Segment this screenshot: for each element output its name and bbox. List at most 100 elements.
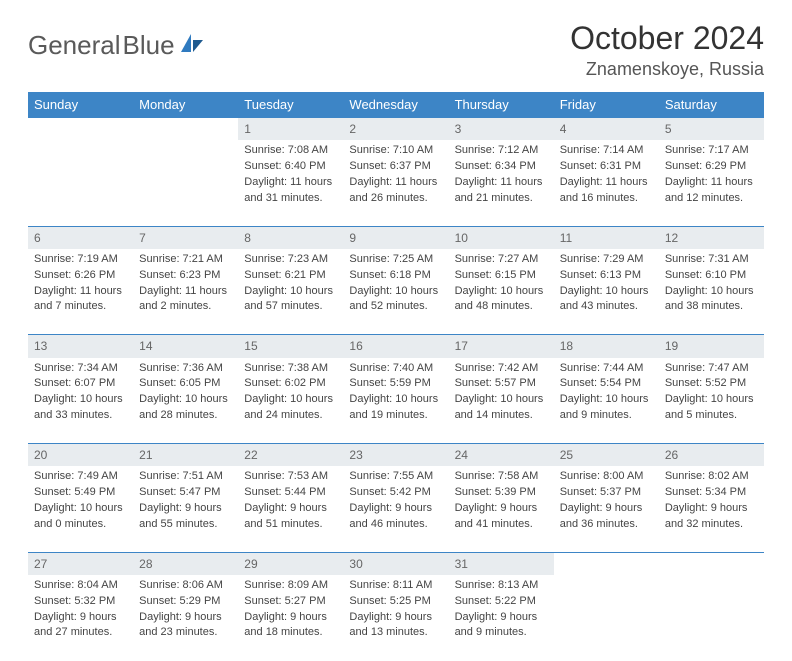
daylight-text: and 21 minutes. (455, 191, 548, 206)
day-cell: Sunrise: 7:14 AMSunset: 6:31 PMDaylight:… (554, 140, 659, 226)
day-number: 7 (133, 226, 238, 249)
daylight-text: and 52 minutes. (349, 299, 442, 314)
sunset-text: Sunset: 6:21 PM (244, 268, 337, 283)
day-cell: Sunrise: 7:55 AMSunset: 5:42 PMDaylight:… (343, 466, 448, 552)
sunset-text: Sunset: 6:05 PM (139, 376, 232, 391)
sunset-text: Sunset: 5:25 PM (349, 594, 442, 609)
day-cell: Sunrise: 8:11 AMSunset: 5:25 PMDaylight:… (343, 575, 448, 661)
calendar-table: Sunday Monday Tuesday Wednesday Thursday… (28, 92, 764, 661)
sunset-text: Sunset: 5:54 PM (560, 376, 653, 391)
day-cell: Sunrise: 7:27 AMSunset: 6:15 PMDaylight:… (449, 249, 554, 335)
day-number: 1 (238, 118, 343, 141)
day-number: 6 (28, 226, 133, 249)
sunrise-text: Sunrise: 8:06 AM (139, 578, 232, 593)
week-body-row: Sunrise: 7:34 AMSunset: 6:07 PMDaylight:… (28, 358, 764, 444)
sunrise-text: Sunrise: 7:47 AM (665, 361, 758, 376)
location-subtitle: Znamenskoye, Russia (570, 59, 764, 80)
day-cell: Sunrise: 7:19 AMSunset: 6:26 PMDaylight:… (28, 249, 133, 335)
daylight-text: Daylight: 10 hours (34, 501, 127, 516)
day-number: 8 (238, 226, 343, 249)
sunrise-text: Sunrise: 7:53 AM (244, 469, 337, 484)
daylight-text: and 46 minutes. (349, 517, 442, 532)
day-number: 16 (343, 335, 448, 358)
sunrise-text: Sunrise: 7:25 AM (349, 252, 442, 267)
daylight-text: Daylight: 10 hours (244, 392, 337, 407)
sunset-text: Sunset: 6:18 PM (349, 268, 442, 283)
day-cell: Sunrise: 7:40 AMSunset: 5:59 PMDaylight:… (343, 358, 448, 444)
sunrise-text: Sunrise: 7:14 AM (560, 143, 653, 158)
sunset-text: Sunset: 5:37 PM (560, 485, 653, 500)
day-header: Sunday (28, 92, 133, 118)
daylight-text: Daylight: 11 hours (665, 175, 758, 190)
sunset-text: Sunset: 6:26 PM (34, 268, 127, 283)
day-header: Saturday (659, 92, 764, 118)
day-cell: Sunrise: 8:00 AMSunset: 5:37 PMDaylight:… (554, 466, 659, 552)
sunset-text: Sunset: 6:02 PM (244, 376, 337, 391)
day-header: Wednesday (343, 92, 448, 118)
week-daynum-row: 12345 (28, 118, 764, 141)
daylight-text: Daylight: 9 hours (244, 501, 337, 516)
week-body-row: Sunrise: 7:08 AMSunset: 6:40 PMDaylight:… (28, 140, 764, 226)
daylight-text: and 13 minutes. (349, 625, 442, 640)
day-cell: Sunrise: 7:49 AMSunset: 5:49 PMDaylight:… (28, 466, 133, 552)
sunrise-text: Sunrise: 7:21 AM (139, 252, 232, 267)
day-cell: Sunrise: 7:10 AMSunset: 6:37 PMDaylight:… (343, 140, 448, 226)
sunrise-text: Sunrise: 7:40 AM (349, 361, 442, 376)
sunrise-text: Sunrise: 7:36 AM (139, 361, 232, 376)
sunrise-text: Sunrise: 7:12 AM (455, 143, 548, 158)
sunset-text: Sunset: 6:34 PM (455, 159, 548, 174)
sunrise-text: Sunrise: 7:38 AM (244, 361, 337, 376)
day-cell: Sunrise: 8:04 AMSunset: 5:32 PMDaylight:… (28, 575, 133, 661)
day-header: Friday (554, 92, 659, 118)
daylight-text: Daylight: 10 hours (139, 392, 232, 407)
daylight-text: and 9 minutes. (560, 408, 653, 423)
sunrise-text: Sunrise: 8:11 AM (349, 578, 442, 593)
daylight-text: and 5 minutes. (665, 408, 758, 423)
day-cell: Sunrise: 7:23 AMSunset: 6:21 PMDaylight:… (238, 249, 343, 335)
sunset-text: Sunset: 6:13 PM (560, 268, 653, 283)
title-block: October 2024 Znamenskoye, Russia (570, 20, 764, 80)
daylight-text: Daylight: 9 hours (455, 501, 548, 516)
daylight-text: and 0 minutes. (34, 517, 127, 532)
day-number (28, 118, 133, 141)
daylight-text: and 14 minutes. (455, 408, 548, 423)
sunrise-text: Sunrise: 8:02 AM (665, 469, 758, 484)
daylight-text: and 32 minutes. (665, 517, 758, 532)
daylight-text: Daylight: 11 hours (139, 284, 232, 299)
daylight-text: and 31 minutes. (244, 191, 337, 206)
daylight-text: and 18 minutes. (244, 625, 337, 640)
daylight-text: Daylight: 10 hours (560, 392, 653, 407)
day-number: 12 (659, 226, 764, 249)
sunrise-text: Sunrise: 7:27 AM (455, 252, 548, 267)
sunrise-text: Sunrise: 8:00 AM (560, 469, 653, 484)
day-cell: Sunrise: 8:02 AMSunset: 5:34 PMDaylight:… (659, 466, 764, 552)
day-number: 13 (28, 335, 133, 358)
day-header: Thursday (449, 92, 554, 118)
week-daynum-row: 13141516171819 (28, 335, 764, 358)
sunrise-text: Sunrise: 7:23 AM (244, 252, 337, 267)
sunrise-text: Sunrise: 7:08 AM (244, 143, 337, 158)
sunset-text: Sunset: 5:57 PM (455, 376, 548, 391)
sunrise-text: Sunrise: 7:31 AM (665, 252, 758, 267)
day-number: 20 (28, 444, 133, 467)
day-cell: Sunrise: 8:09 AMSunset: 5:27 PMDaylight:… (238, 575, 343, 661)
week-daynum-row: 20212223242526 (28, 444, 764, 467)
day-number: 14 (133, 335, 238, 358)
daylight-text: and 57 minutes. (244, 299, 337, 314)
day-cell: Sunrise: 7:25 AMSunset: 6:18 PMDaylight:… (343, 249, 448, 335)
day-cell (133, 140, 238, 226)
day-number: 27 (28, 552, 133, 575)
sunrise-text: Sunrise: 7:29 AM (560, 252, 653, 267)
daylight-text: and 48 minutes. (455, 299, 548, 314)
day-cell: Sunrise: 7:53 AMSunset: 5:44 PMDaylight:… (238, 466, 343, 552)
week-body-row: Sunrise: 8:04 AMSunset: 5:32 PMDaylight:… (28, 575, 764, 661)
day-cell (554, 575, 659, 661)
daylight-text: Daylight: 10 hours (349, 392, 442, 407)
daylight-text: Daylight: 10 hours (665, 284, 758, 299)
sunrise-text: Sunrise: 7:10 AM (349, 143, 442, 158)
daylight-text: and 55 minutes. (139, 517, 232, 532)
sunrise-text: Sunrise: 7:19 AM (34, 252, 127, 267)
day-number: 9 (343, 226, 448, 249)
logo-text-blue: Blue (123, 30, 175, 61)
daylight-text: and 41 minutes. (455, 517, 548, 532)
